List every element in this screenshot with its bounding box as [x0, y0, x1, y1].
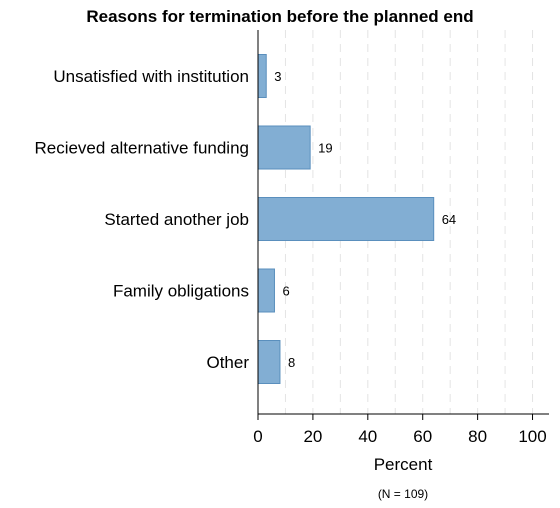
- bars: [257, 54, 435, 384]
- x-tick-label: 100: [518, 427, 546, 446]
- x-tick-label: 60: [413, 427, 432, 446]
- category-label: Other: [206, 353, 249, 372]
- x-axis-label: Percent: [374, 455, 433, 474]
- sample-size-note: (N = 109): [378, 487, 428, 501]
- x-tick-label: 20: [303, 427, 322, 446]
- bar: [257, 340, 281, 384]
- category-label: Recieved alternative funding: [34, 139, 249, 158]
- bar: [257, 125, 311, 170]
- gridlines: [284, 30, 534, 414]
- value-label: 6: [282, 284, 289, 299]
- value-labels: 3 19 64 6 8: [274, 69, 456, 370]
- category-labels: Unsatisfied with institution Recieved alt…: [34, 67, 249, 372]
- chart-title: Reasons for termination before the plann…: [86, 7, 473, 26]
- x-tick-label: 0: [253, 427, 262, 446]
- x-axis-ticks: 0 20 40 60 80 100: [253, 414, 547, 446]
- bar: [257, 197, 435, 241]
- x-tick-label: 80: [468, 427, 487, 446]
- value-label: 64: [442, 212, 456, 227]
- category-label: Started another job: [104, 210, 249, 229]
- category-label: Unsatisfied with institution: [53, 67, 249, 86]
- value-label: 3: [274, 69, 281, 84]
- value-label: 19: [318, 141, 332, 156]
- category-label: Family obligations: [113, 282, 249, 301]
- value-label: 8: [288, 355, 295, 370]
- x-tick-label: 40: [358, 427, 377, 446]
- bar: [257, 268, 275, 313]
- bar: [257, 54, 267, 98]
